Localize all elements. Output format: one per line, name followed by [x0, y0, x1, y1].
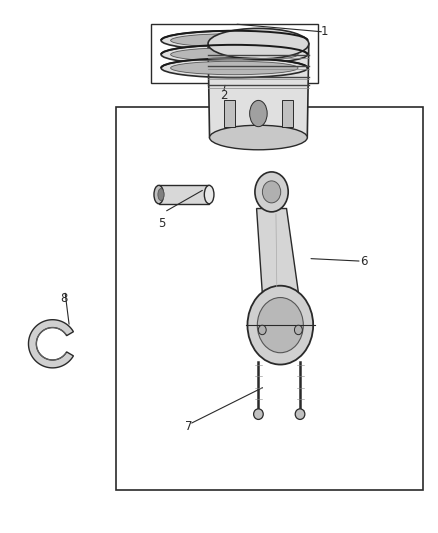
Text: 5: 5 [159, 217, 166, 230]
Ellipse shape [209, 125, 307, 150]
Ellipse shape [204, 185, 214, 204]
Ellipse shape [171, 34, 298, 47]
Ellipse shape [257, 297, 304, 353]
Text: 7: 7 [184, 420, 192, 433]
Polygon shape [28, 320, 74, 368]
Polygon shape [208, 44, 309, 138]
Bar [151, 24, 318, 83]
Ellipse shape [171, 61, 298, 75]
Ellipse shape [158, 189, 164, 200]
Ellipse shape [171, 48, 298, 61]
Ellipse shape [247, 286, 313, 365]
Text: 1: 1 [320, 26, 328, 38]
Ellipse shape [250, 100, 267, 127]
Ellipse shape [295, 409, 305, 419]
Bar [224, 100, 235, 127]
Ellipse shape [154, 185, 164, 204]
Bar [159, 185, 209, 204]
Ellipse shape [161, 45, 307, 64]
Bar [116, 107, 423, 490]
Text: 8: 8 [60, 292, 67, 305]
Polygon shape [257, 208, 298, 292]
Ellipse shape [255, 172, 288, 212]
Text: 2: 2 [219, 90, 227, 102]
Ellipse shape [161, 31, 307, 50]
Ellipse shape [294, 325, 302, 335]
Ellipse shape [208, 28, 309, 59]
Ellipse shape [161, 58, 307, 78]
Text: 6: 6 [360, 255, 367, 268]
Ellipse shape [254, 409, 263, 419]
Ellipse shape [258, 325, 266, 335]
Ellipse shape [262, 181, 281, 203]
Bar [282, 100, 293, 127]
